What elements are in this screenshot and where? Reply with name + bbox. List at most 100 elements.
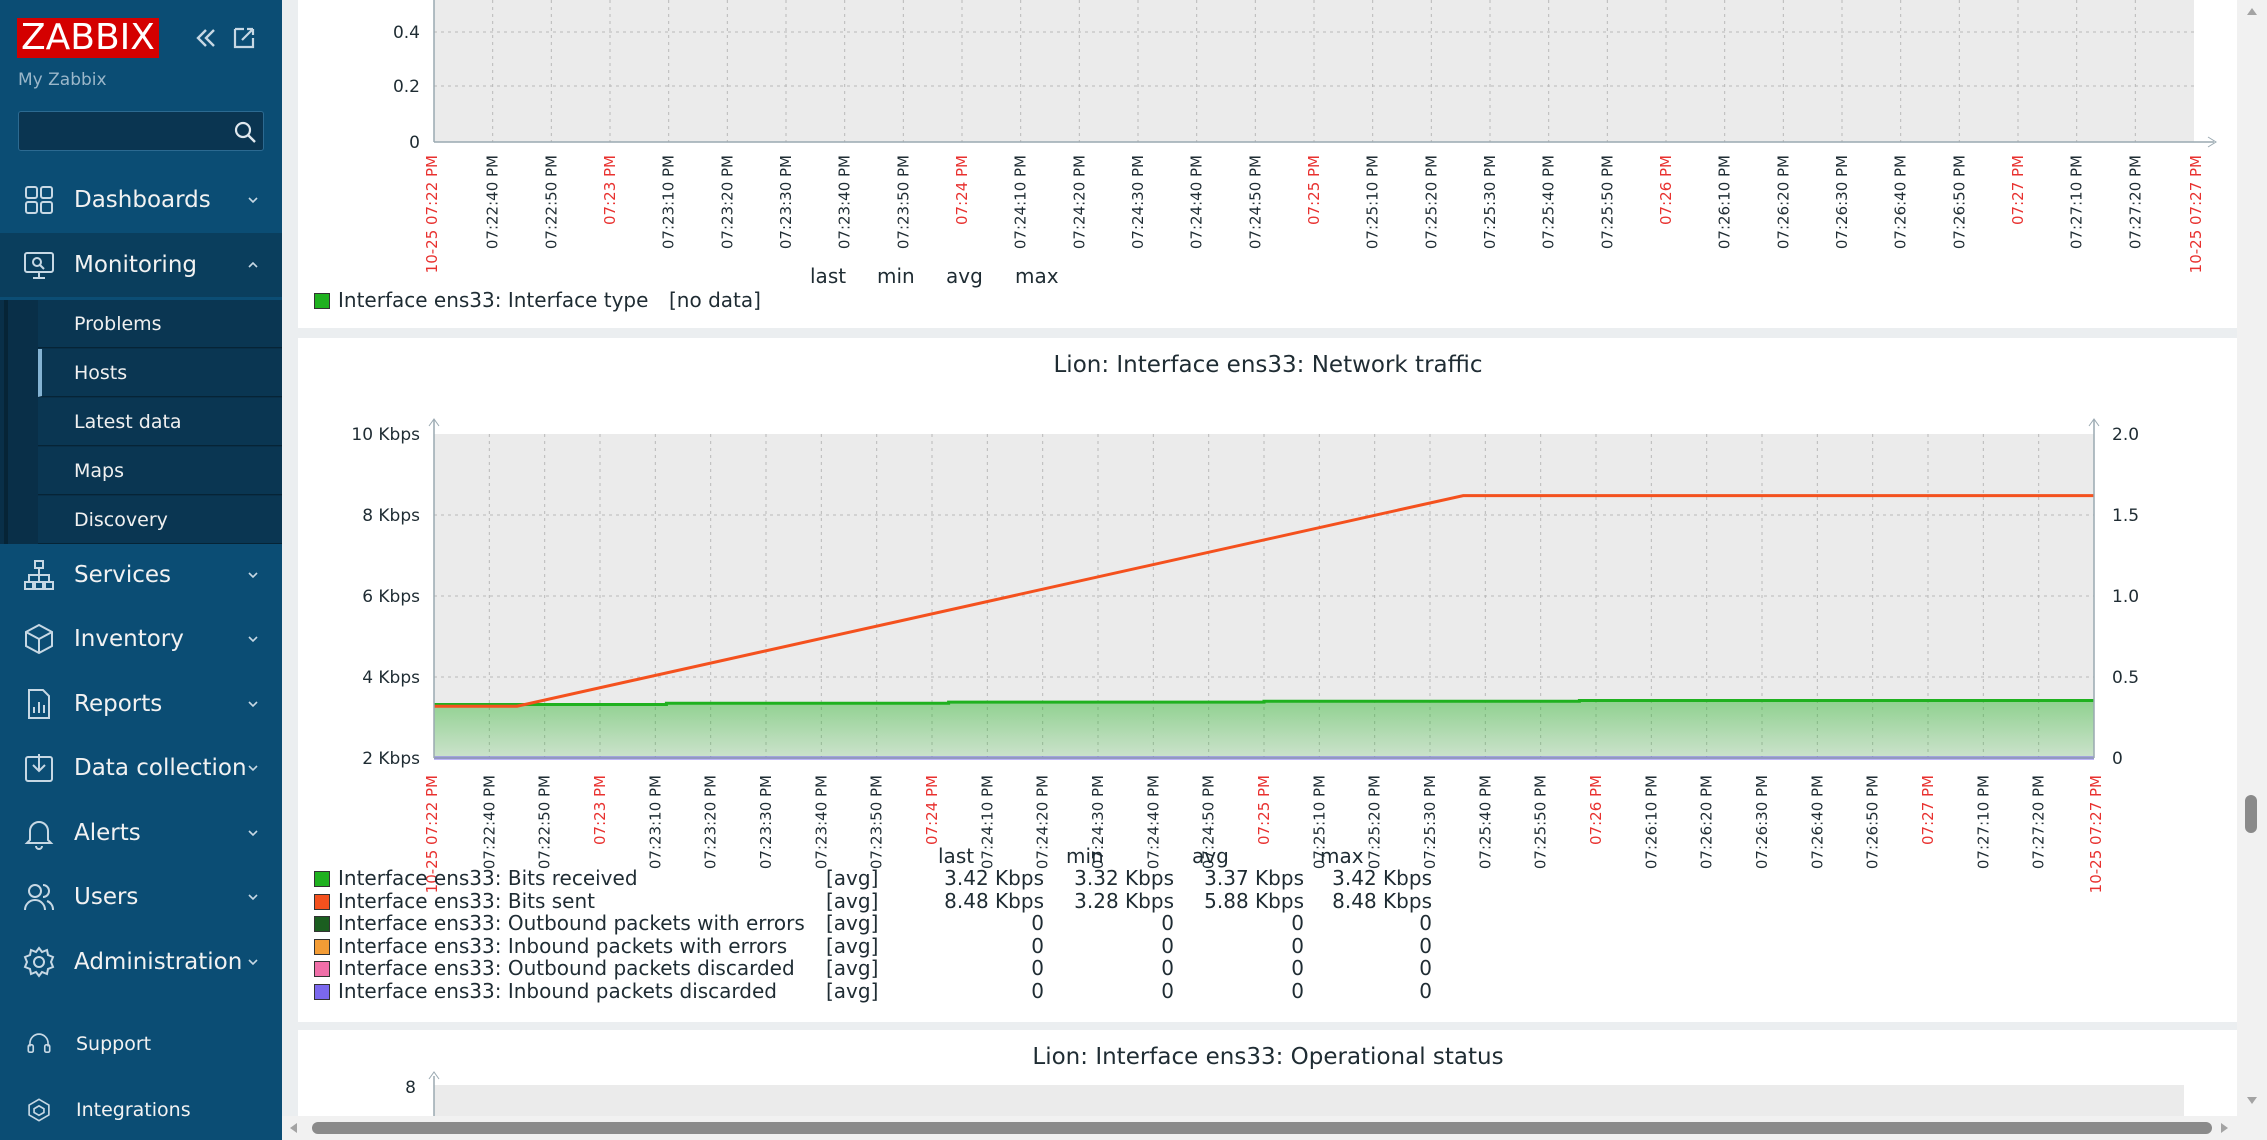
x-tick-label: 07:26:30 PM (1753, 775, 1771, 869)
sidebar-search-input[interactable] (18, 111, 264, 151)
sidebar-item-administration[interactable]: Administration (0, 930, 282, 994)
horizontal-scroll-thumb[interactable] (312, 1122, 2212, 1134)
zabbix-logo[interactable]: ZABBIX (17, 18, 159, 58)
graph-panel-operational-status: Lion: Interface ens33: Operational statu… (298, 1030, 2238, 1116)
legend-function: [avg] (826, 911, 879, 936)
chevron-up-icon (248, 261, 258, 268)
legend-swatch (314, 961, 330, 978)
sidebar-item-users[interactable]: Users (0, 865, 282, 929)
legend-swatch (314, 871, 330, 887)
sidebar-item-label: Users (74, 884, 139, 910)
legend-row: Interface ens33: Bits received (314, 866, 638, 890)
legend-row: Interface ens33: Outbound packets with e… (314, 911, 805, 935)
x-tick-label: 07:26 PM (1657, 155, 1675, 225)
sidebar-item-integrations[interactable]: Integrations (0, 1080, 282, 1140)
scroll-down-icon[interactable] (2246, 1096, 2258, 1106)
x-tick-label: 07:22:50 PM (542, 155, 560, 249)
interface-type-graph: 0.4 0.2 010-25 07:22 PM 07:22:40 PM 07:22:50… (393, 0, 2217, 273)
legend-value-last: 8.48 Kbps (944, 888, 1044, 913)
x-tick-label: 07:23:20 PM (702, 775, 720, 869)
axis-arrow (428, 1071, 440, 1080)
y-tick-label: 0.4 (393, 23, 420, 43)
chevron-down-icon (248, 959, 258, 966)
x-tick-label: 07:25:30 PM (1481, 155, 1499, 249)
sidebar-item-data-collection[interactable]: Data collection (0, 736, 282, 800)
legend-swatch (314, 916, 330, 933)
submenu-item-discovery[interactable]: Discovery (38, 496, 282, 544)
legend-value-avg: 3.37 Kbps (1204, 866, 1304, 890)
x-tick-label: 07:27:20 PM (2030, 775, 2048, 869)
x-tick-label: 07:27 PM (1919, 775, 1937, 845)
x-tick-label: 07:25:40 PM (1540, 155, 1558, 249)
legend-head-last: last (810, 264, 847, 288)
legend-value-avg: 5.88 Kbps (1204, 888, 1304, 913)
x-tick-label: 07:23:40 PM (836, 155, 854, 249)
submenu-item-hosts[interactable]: Hosts (38, 349, 282, 397)
data-collection-icon (25, 754, 53, 782)
legend-no-data: [no data] (669, 288, 761, 312)
network-traffic-graph: 10 Kbps 8 Kbps 6 Kbps 4 Kbps 2 Kbps 2.0 1.5 1.0… (351, 418, 2139, 893)
legend-series-name: Interface ens33: Bits received (338, 866, 638, 890)
legend-head-last: last (938, 844, 975, 868)
submenu-item-maps[interactable]: Maps (38, 447, 282, 495)
vertical-scroll-thumb[interactable] (2245, 795, 2257, 833)
sidebar-item-services[interactable]: Services (0, 543, 282, 607)
y-tick-label: 0 (409, 133, 420, 153)
chevron-down-icon (248, 894, 258, 901)
x-tick-label: 07:27:20 PM (2126, 155, 2144, 249)
legend-head-max: max (1015, 264, 1059, 288)
x-tick-label: 10-25 07:27 PM (2087, 775, 2105, 893)
x-tick-label: 07:25 PM (1305, 155, 1323, 225)
x-tick-label: 07:25:20 PM (1422, 155, 1440, 249)
legend-value-min: 3.32 Kbps (1074, 866, 1174, 890)
legend-series-name: Interface ens33: Bits sent (338, 888, 595, 913)
kiosk-mode-icon[interactable] (230, 24, 258, 52)
scroll-right-icon[interactable] (2220, 1122, 2230, 1134)
search-icon[interactable] (233, 120, 257, 144)
x-tick-label: 07:22:40 PM (480, 775, 498, 869)
chevron-down-icon (248, 197, 258, 204)
submenu-item-problems[interactable]: Problems (38, 300, 282, 348)
x-tick-label: 07:24 PM (923, 775, 941, 845)
y-left-tick-label: 8 Kbps (362, 506, 420, 526)
legend-function: [avg] (826, 956, 879, 981)
monitoring-icon (24, 252, 54, 279)
x-tick-label: 07:23:10 PM (660, 155, 678, 249)
collapse-sidebar-icon[interactable] (192, 24, 220, 52)
graph-title: Lion: Interface ens33: Network traffic (1053, 352, 1483, 378)
sidebar-item-alerts[interactable]: Alerts (0, 801, 282, 865)
scroll-up-icon[interactable] (2246, 6, 2258, 16)
legend-value-max: 0 (1419, 933, 1432, 958)
sidebar-item-dashboards[interactable]: Dashboards (0, 168, 282, 232)
scroll-left-icon[interactable] (288, 1122, 298, 1134)
x-tick-label: 07:23:30 PM (757, 775, 775, 869)
services-icon (24, 560, 54, 590)
x-tick-label: 07:26:20 PM (1698, 775, 1716, 869)
sidebar-item-monitoring[interactable]: Monitoring (0, 233, 282, 297)
vertical-scrollbar[interactable] (2237, 0, 2267, 1140)
x-tick-label: 07:25:30 PM (1421, 775, 1439, 869)
legend-value-min: 0 (1161, 933, 1174, 958)
legend-value-last: 0 (1031, 979, 1044, 1003)
main-content: 0.4 0.2 0 10-25 07:22 PM 07:22:40 PM 07:22:50… (282, 0, 2267, 1140)
legend-value-max: 8.48 Kbps (1332, 888, 1432, 913)
sidebar-item-label: Dashboards (74, 187, 211, 213)
x-tick-label: 07:24:10 PM (978, 775, 996, 869)
x-tick-label: 07:25:50 PM (1598, 155, 1616, 249)
legend-value-max: 0 (1419, 956, 1432, 981)
sidebar-item-reports[interactable]: Reports (0, 672, 282, 736)
chevron-down-icon (248, 830, 258, 837)
legend-head-avg: avg (1192, 844, 1229, 868)
series-area-bits-received (434, 700, 2094, 758)
sidebar-item-inventory[interactable]: Inventory (0, 607, 282, 671)
horizontal-scrollbar[interactable] (282, 1116, 2237, 1140)
legend-series-name: Interface ens33: Interface type (338, 288, 649, 312)
x-tick-label: 07:24:40 PM (1188, 155, 1206, 249)
x-tick-label: 07:26:20 PM (1774, 155, 1792, 249)
submenu-item-latest-data[interactable]: Latest data (38, 398, 282, 446)
sidebar-item-support[interactable]: Support (0, 1014, 282, 1074)
x-tick-label: 07:25 PM (1255, 775, 1273, 845)
inventory-icon (25, 623, 53, 655)
x-tick-label: 07:26:10 PM (1642, 775, 1660, 869)
network-traffic-legend: last min avg max Interface ens33: Bits recei… (314, 844, 1432, 1014)
